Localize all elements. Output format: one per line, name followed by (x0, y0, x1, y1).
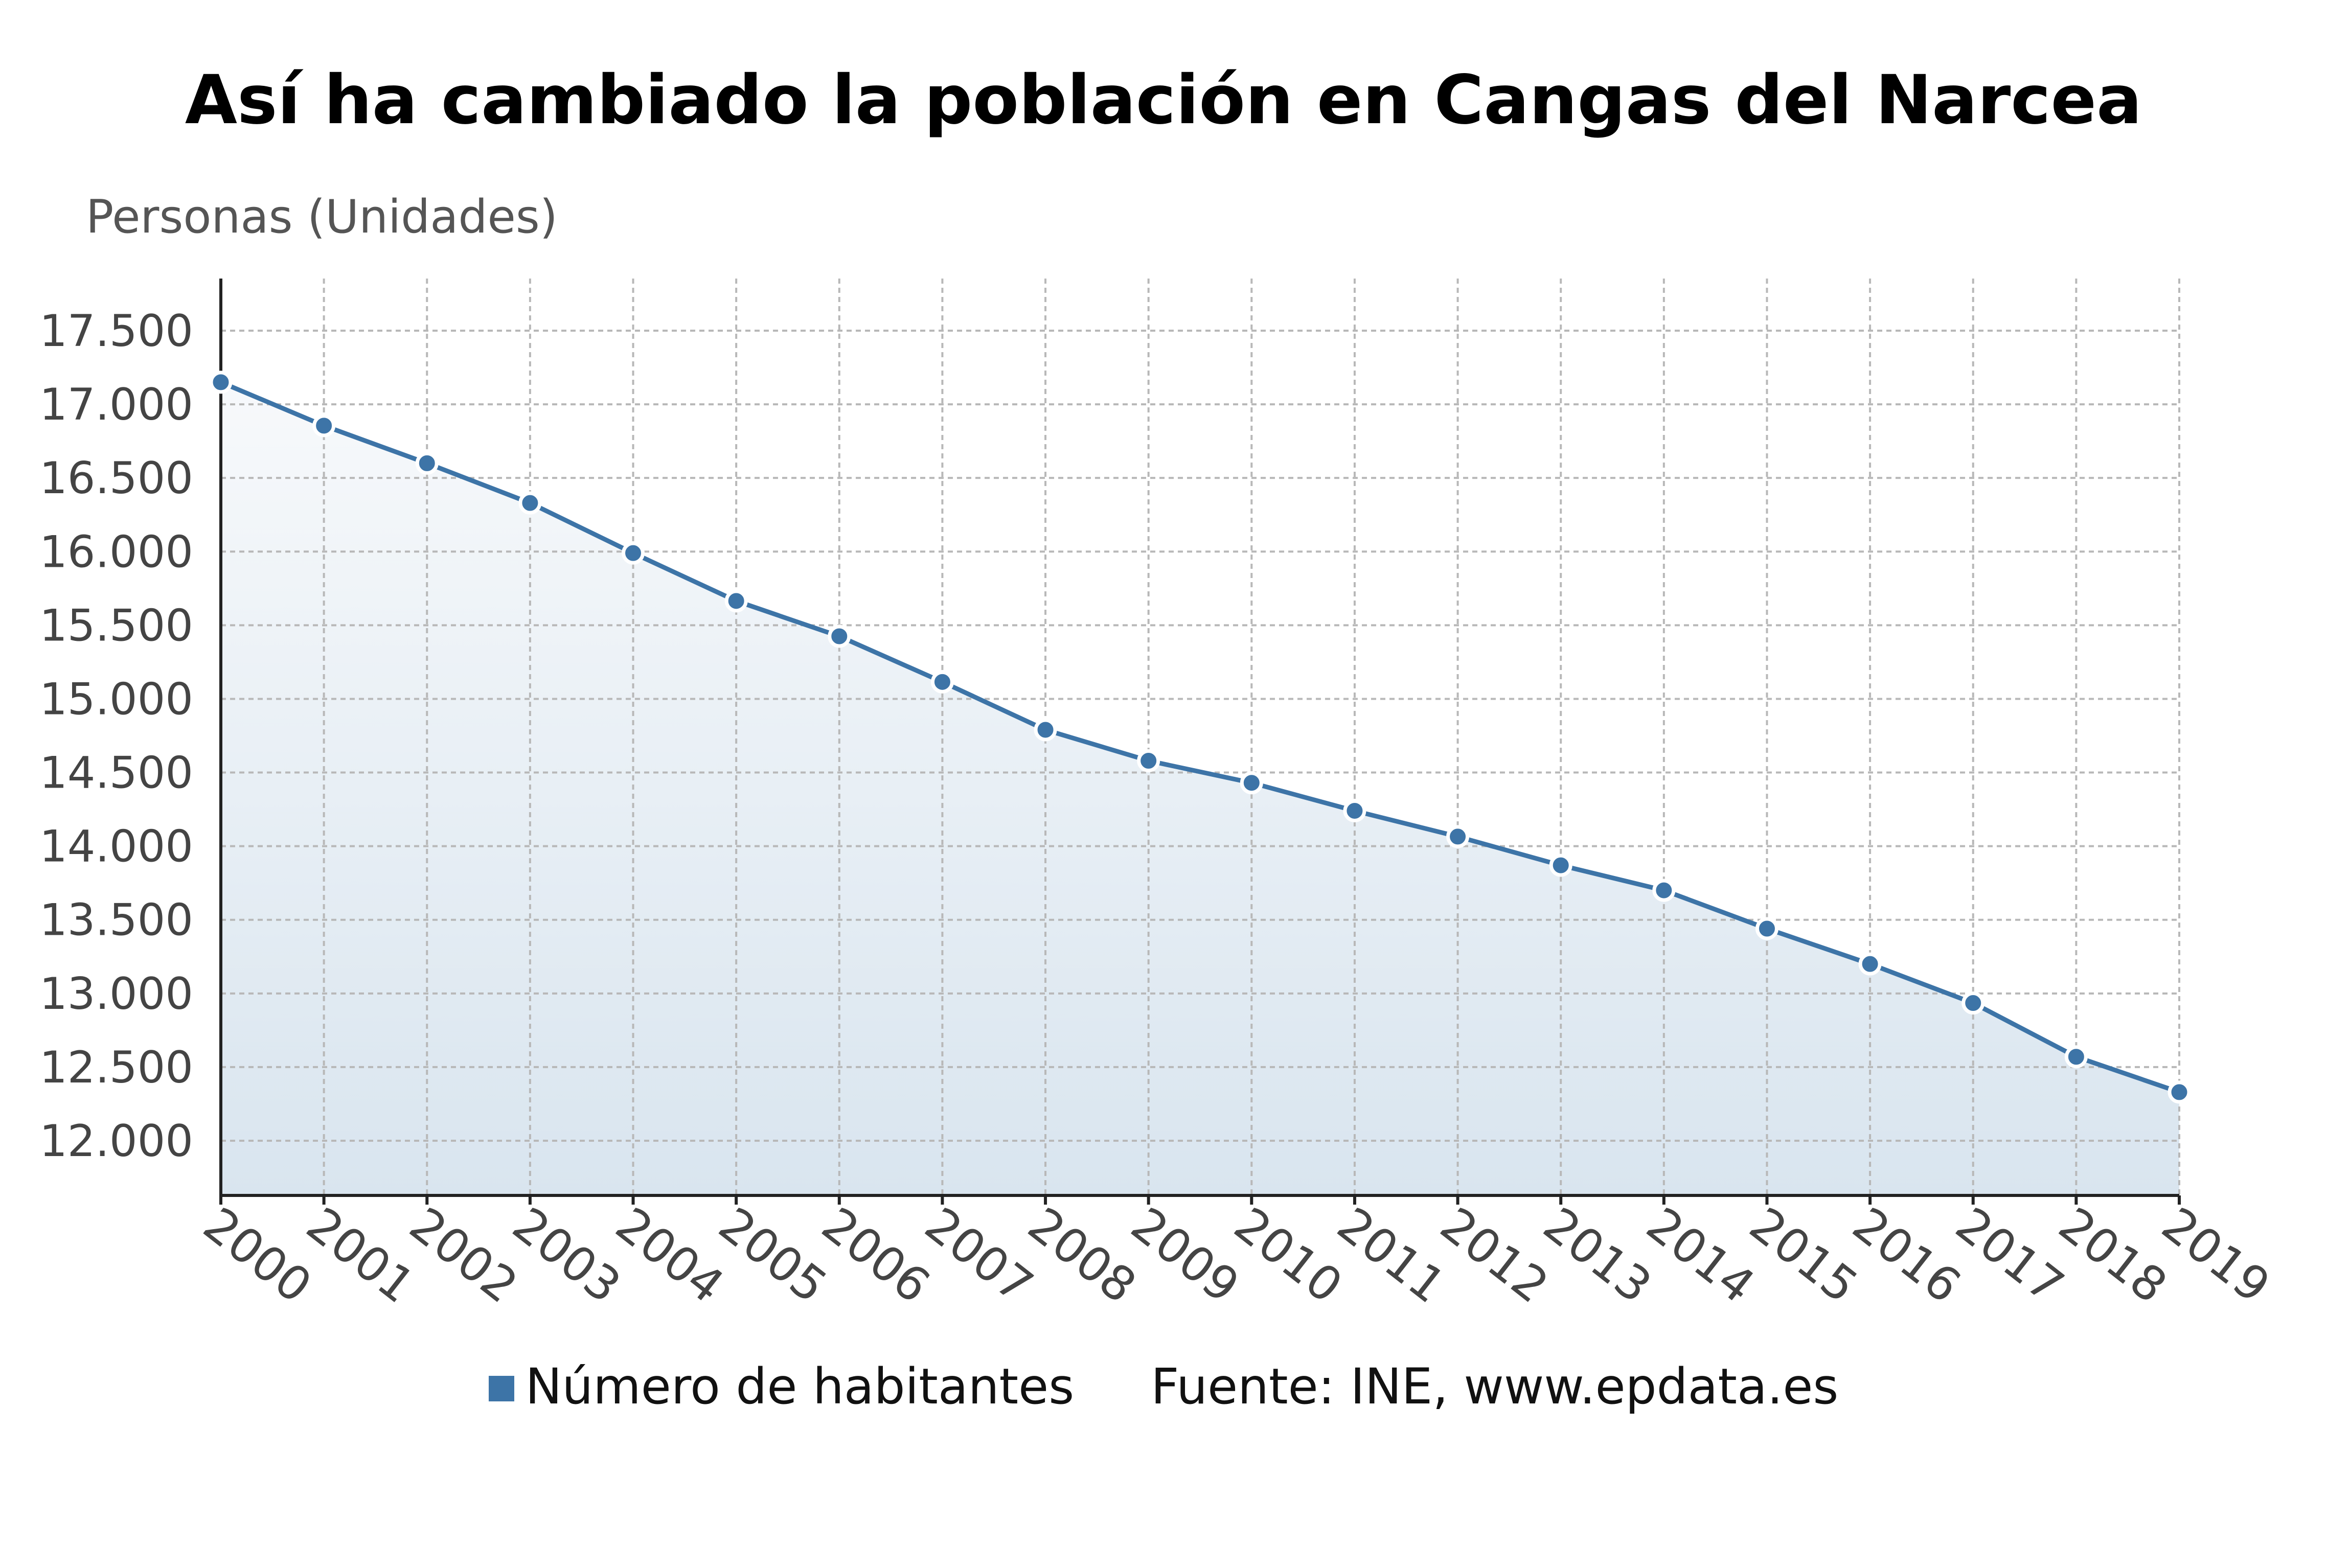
data-point (2168, 1080, 2191, 1104)
data-point (1034, 718, 1057, 742)
x-tick-label: 2018 (2049, 1197, 2177, 1313)
x-tick-label: 2006 (812, 1197, 940, 1313)
data-point (1240, 771, 1263, 795)
y-tick-label: 16.000 (39, 526, 193, 578)
grid-group (221, 279, 2180, 1195)
x-tick-label: 2000 (193, 1197, 321, 1313)
y-tick-label: 15.500 (39, 600, 193, 651)
x-tick-label: 2001 (296, 1197, 424, 1313)
data-point (1446, 825, 1470, 848)
x-tick-label: 2005 (709, 1197, 837, 1313)
x-tick-label: 2013 (1534, 1197, 1661, 1313)
legend: Número de habitantes Fuente: INE, www.epd… (0, 1362, 2327, 1411)
x-tick-label: 2008 (1018, 1197, 1146, 1313)
x-tick-label: 2009 (1121, 1197, 1249, 1313)
y-tick-label: 12.500 (39, 1042, 193, 1093)
area-fill-group (221, 382, 2179, 1195)
data-point (1137, 749, 1160, 772)
x-tick-label: 2016 (1843, 1197, 1971, 1313)
x-tick-label: 2011 (1327, 1197, 1455, 1313)
data-points-group (209, 371, 2191, 1104)
area-fill (221, 382, 2179, 1195)
data-point (1343, 799, 1366, 822)
y-tick-label: 15.000 (39, 674, 193, 725)
x-tick-label: 2004 (606, 1197, 734, 1313)
series-line (218, 380, 2182, 1095)
source-note: Fuente: INE, www.epdata.es (1151, 1358, 1839, 1415)
y-tick-label: 12.000 (39, 1116, 193, 1167)
legend-series-label: Número de habitantes (525, 1358, 1075, 1415)
x-tick-label: 2019 (2152, 1197, 2279, 1313)
data-point (1652, 879, 1676, 902)
data-point (209, 371, 233, 394)
y-tick-label: 14.000 (39, 821, 193, 872)
data-point (2064, 1045, 2088, 1069)
data-point (724, 589, 748, 613)
y-tick-label: 17.500 (39, 306, 193, 357)
chart-title: Así ha cambiado la población en Cangas d… (185, 61, 2142, 140)
y-tick-label: 14.500 (39, 748, 193, 799)
y-tick-label: 17.000 (39, 379, 193, 430)
data-point (1755, 917, 1778, 940)
y-tick-label: 13.500 (39, 895, 193, 946)
data-point (312, 414, 336, 437)
y-axis-title: Personas (Unidades) (86, 190, 558, 244)
data-point (415, 451, 439, 475)
data-point (828, 625, 851, 648)
x-tick-label: 2014 (1636, 1197, 1764, 1313)
data-point (518, 491, 542, 515)
x-tick-label: 2010 (1224, 1197, 1352, 1313)
x-tick-label: 2007 (915, 1197, 1043, 1313)
data-point (1961, 991, 1985, 1015)
x-tick-label: 2002 (400, 1197, 528, 1313)
y-tick-label: 16.500 (39, 453, 193, 504)
x-tick-label: 2015 (1740, 1197, 1867, 1313)
data-point (1549, 854, 1572, 877)
axes-group (219, 279, 2181, 1205)
x-tick-label: 2003 (503, 1197, 630, 1313)
data-point (1858, 952, 1882, 976)
y-tick-labels: 12.000 12.500 13.000 13.500 14.000 14.500 15.0… (39, 306, 193, 1167)
data-point (622, 541, 645, 565)
x-tick-labels: 2000200120022003200420052006200720082009… (193, 1197, 2279, 1313)
x-tick-label: 2012 (1430, 1197, 1558, 1313)
x-tick-label: 2017 (1946, 1197, 2073, 1313)
legend-swatch (488, 1376, 514, 1401)
data-point (930, 670, 954, 694)
y-tick-label: 13.000 (39, 969, 193, 1020)
series-line-group (218, 380, 2182, 1095)
